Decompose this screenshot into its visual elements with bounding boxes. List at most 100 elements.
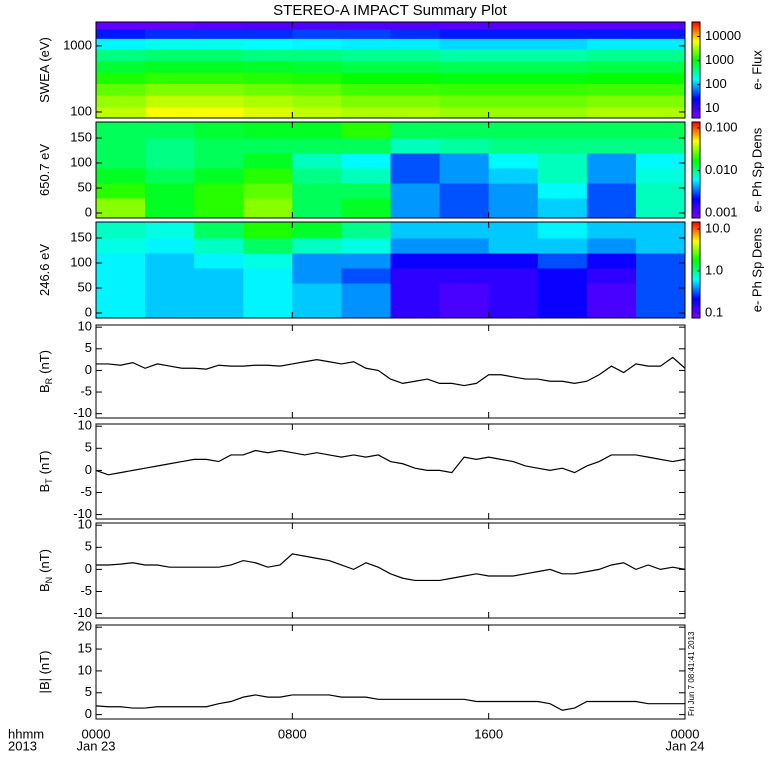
y-tick-label: 0 <box>85 304 92 319</box>
heatmap-cell <box>439 60 490 73</box>
heatmap-cell <box>537 198 588 219</box>
heatmap-cell <box>194 83 244 96</box>
heatmap-cell <box>341 253 391 269</box>
heatmap-cell <box>243 38 293 50</box>
heatmap-cell <box>439 222 490 239</box>
heatmap-cell <box>341 222 391 239</box>
heatmap-cell <box>96 253 146 269</box>
heatmap-cell <box>635 222 686 239</box>
heatmap-cell <box>243 60 293 73</box>
y-tick-label: 100 <box>70 254 92 269</box>
heatmap-cell <box>243 153 293 169</box>
colorbar-tick-label: 0.001 <box>705 204 738 219</box>
panel-frame <box>95 324 686 419</box>
heatmap-cell <box>390 48 441 62</box>
heatmap-cell <box>390 83 441 96</box>
heatmap-cell <box>243 83 293 96</box>
heatmap-cell <box>635 268 686 284</box>
heatmap-cell <box>635 253 686 269</box>
heatmap-cell <box>292 238 342 254</box>
heatmap-cell <box>586 222 637 239</box>
heatmap-cell <box>194 29 244 39</box>
data-line <box>95 694 685 711</box>
heatmap-cell <box>243 222 293 239</box>
y-tick-label: 50 <box>78 279 92 294</box>
heatmap-cell <box>390 38 441 50</box>
heatmap-cell <box>194 95 244 108</box>
heatmap-cell <box>537 122 588 139</box>
heatmap-cell <box>194 153 244 169</box>
heatmap-cell <box>341 298 391 319</box>
y-tick-label: 5 <box>85 539 92 554</box>
heatmap-cell <box>96 222 146 239</box>
heatmap-cell <box>292 198 342 219</box>
y-axis-label-sub: N <box>44 577 54 584</box>
y-tick-label: -5 <box>80 583 92 598</box>
heatmap-cell <box>341 95 391 108</box>
y-tick-label: 10 <box>78 418 92 433</box>
heatmap-cell <box>586 72 637 84</box>
y-axis-label-unit: (nT) <box>37 350 52 374</box>
heatmap-cell <box>586 29 637 39</box>
heatmap-cell <box>439 283 490 299</box>
heatmap-cell <box>635 153 686 169</box>
heatmap-cell <box>390 238 441 254</box>
heatmap-cell <box>96 38 146 50</box>
heatmap-cell <box>390 153 441 169</box>
y-tick-label: 1000 <box>63 37 92 52</box>
heatmap-cell <box>341 153 391 169</box>
y-tick-label: 0 <box>85 462 92 477</box>
heatmap-cell <box>145 168 195 184</box>
heatmap-cell <box>96 183 146 199</box>
heatmap-cell <box>341 38 391 50</box>
heatmap-cell <box>537 238 588 254</box>
colorbar-tick-label: 100 <box>705 76 727 91</box>
colorbar-tick-label: 1000 <box>705 52 734 67</box>
heatmap-cell <box>292 138 342 154</box>
heatmap-cell <box>145 138 195 154</box>
heatmap-cell <box>586 238 637 254</box>
heatmap-cell <box>586 83 637 96</box>
heatmap-cell <box>537 153 588 169</box>
y-tick-label: 150 <box>70 129 92 144</box>
heatmap-cell <box>586 95 637 108</box>
heatmap-cell <box>439 253 490 269</box>
heatmap-cell <box>537 222 588 239</box>
y-axis-label-sub: R <box>44 377 54 384</box>
heatmap-cell <box>537 183 588 199</box>
heatmap-cell <box>292 253 342 269</box>
heatmap-cell <box>145 122 195 139</box>
x-tick-label: 0000 <box>671 726 700 741</box>
heatmap-cell <box>439 268 490 284</box>
heatmap-cell <box>537 29 588 39</box>
panel-frame <box>95 21 686 119</box>
heatmap-cell <box>439 122 490 139</box>
y-axis-label-main: 650.7 eV <box>37 144 52 196</box>
heatmap-cell <box>145 198 195 219</box>
heatmap-cell <box>537 38 588 50</box>
heatmap-cell <box>243 106 293 119</box>
heatmap-cell <box>439 83 490 96</box>
heatmap-cell <box>194 38 244 50</box>
colorbar-tick-label: 10 <box>705 100 719 115</box>
heatmap-cell <box>243 72 293 84</box>
plot-title: STEREO-A IMPACT Summary Plot <box>273 2 507 19</box>
heatmap-cell <box>145 222 195 239</box>
heatmap-cell <box>586 183 637 199</box>
y-tick-label: -10 <box>73 605 92 620</box>
heatmap-cell <box>488 138 539 154</box>
heatmap-cell <box>537 298 588 319</box>
heatmap-cell <box>243 22 293 30</box>
heatmap-cell <box>439 198 490 219</box>
heatmap-cell <box>488 283 539 299</box>
heatmap-cell <box>341 268 391 284</box>
heatmap-cell <box>341 283 391 299</box>
heatmap-cell <box>488 168 539 184</box>
heatmap-cell <box>488 72 539 84</box>
y-axis-label-unit: (nT) <box>37 549 52 573</box>
heatmap-cell <box>586 22 637 30</box>
heatmap-cell <box>488 268 539 284</box>
y-tick-label: 0 <box>85 204 92 219</box>
y-tick-label: 50 <box>78 179 92 194</box>
x-tick-label: 1600 <box>474 726 503 741</box>
